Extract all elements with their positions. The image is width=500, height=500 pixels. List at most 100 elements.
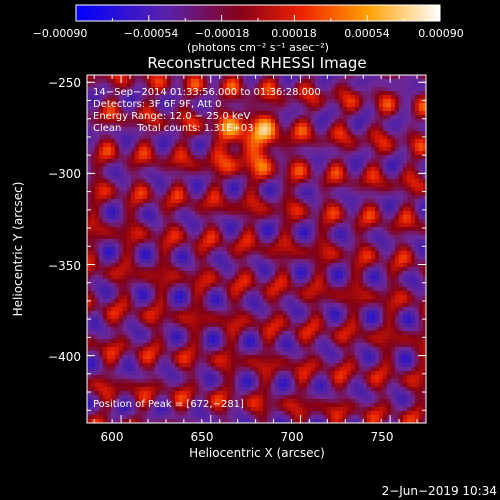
heatmap-cell (287, 159, 292, 164)
heatmap-cell (283, 159, 288, 164)
heatmap-cell (107, 255, 112, 260)
heatmap-cell (175, 151, 180, 156)
heatmap-cell (303, 103, 308, 108)
heatmap-cell (103, 167, 108, 172)
heatmap-cell (299, 259, 304, 264)
heatmap-cell (111, 371, 116, 376)
heatmap-cell (87, 227, 92, 232)
heatmap-cell (227, 99, 232, 104)
heatmap-cell (171, 147, 176, 152)
heatmap-cell (287, 131, 292, 136)
heatmap-cell (223, 91, 228, 96)
heatmap-cell (227, 203, 232, 208)
heatmap-cell (191, 119, 196, 124)
heatmap-cell (287, 371, 292, 376)
heatmap-cell (199, 175, 204, 180)
heatmap-cell (119, 263, 124, 268)
heatmap-cell (175, 255, 180, 260)
heatmap-cell (275, 335, 280, 340)
heatmap-cell (135, 147, 140, 152)
heatmap-cell (107, 335, 112, 340)
heatmap-cell (171, 155, 176, 160)
heatmap-cell (207, 343, 212, 348)
heatmap-cell (255, 247, 260, 252)
heatmap-cell (303, 231, 308, 236)
heatmap-cell (191, 75, 196, 80)
heatmap-cell (219, 327, 224, 332)
heatmap-cell (131, 295, 136, 300)
heatmap-cell (143, 391, 148, 396)
heatmap-cell (295, 187, 300, 192)
heatmap-cell (239, 259, 244, 264)
heatmap-cell (119, 299, 124, 304)
heatmap-cell (311, 415, 316, 420)
heatmap-cell (211, 103, 216, 108)
heatmap-cell (171, 95, 176, 100)
heatmap-cell (151, 271, 156, 276)
heatmap-cell (295, 231, 300, 236)
heatmap-cell (223, 419, 228, 423)
heatmap-cell (123, 127, 128, 132)
heatmap-cell (271, 215, 276, 220)
heatmap-cell (199, 171, 204, 176)
heatmap-cell (279, 255, 284, 260)
heatmap-cell (179, 319, 184, 324)
heatmap-cell (267, 407, 272, 412)
colorbar-tick-label: 0.00018 (271, 27, 317, 40)
heatmap-cell (243, 227, 248, 232)
heatmap-cell (211, 139, 216, 144)
heatmap-cell (87, 371, 92, 376)
heatmap-cell (131, 243, 136, 248)
heatmap-cell (123, 231, 128, 236)
heatmap-cell (163, 363, 168, 368)
heatmap-cell (175, 143, 180, 148)
heatmap-cell (211, 187, 216, 192)
heatmap-cell (147, 235, 152, 240)
heatmap-cell (103, 79, 108, 84)
heatmap-cell (143, 215, 148, 220)
heatmap-cell (279, 151, 284, 156)
heatmap-cell (235, 407, 240, 412)
heatmap-cell (195, 271, 200, 276)
heatmap-cell (91, 103, 96, 108)
heatmap-cell (163, 371, 168, 376)
heatmap-cell (287, 307, 292, 312)
heatmap-cell (139, 211, 144, 216)
heatmap-cell (295, 131, 300, 136)
heatmap-cell (275, 263, 280, 268)
heatmap-cell (267, 315, 272, 320)
heatmap-cell (159, 267, 164, 272)
heatmap-cell (147, 195, 152, 200)
heatmap-cell (111, 407, 116, 412)
heatmap-cell (203, 295, 208, 300)
heatmap-cell (247, 87, 252, 92)
heatmap-cell (99, 263, 104, 268)
heatmap-cell (151, 263, 156, 268)
heatmap-cell (191, 167, 196, 172)
heatmap-cell (127, 403, 132, 408)
heatmap-cell (255, 87, 260, 92)
colorbar-tick-label: −0.00090 (33, 27, 88, 40)
heatmap-cell (147, 227, 152, 232)
heatmap-cell (223, 303, 228, 308)
heatmap-cell (103, 219, 108, 224)
heatmap-cell (231, 199, 236, 204)
heatmap-cell (211, 387, 216, 392)
heatmap-cell (167, 403, 172, 408)
heatmap-cell (251, 231, 256, 236)
heatmap-cell (279, 267, 284, 272)
heatmap-cell (307, 79, 312, 84)
heatmap-cell (283, 95, 288, 100)
heatmap-cell (95, 203, 100, 208)
heatmap-cell (231, 307, 236, 312)
heatmap-cell (111, 155, 116, 160)
heatmap-cell (287, 355, 292, 360)
heatmap-cell (107, 199, 112, 204)
heatmap-cell (151, 259, 156, 264)
heatmap-cell (279, 239, 284, 244)
heatmap-cell (219, 299, 224, 304)
heatmap-cell (295, 215, 300, 220)
heatmap-cell (263, 351, 268, 356)
heatmap-cell (227, 239, 232, 244)
heatmap-cell (131, 267, 136, 272)
